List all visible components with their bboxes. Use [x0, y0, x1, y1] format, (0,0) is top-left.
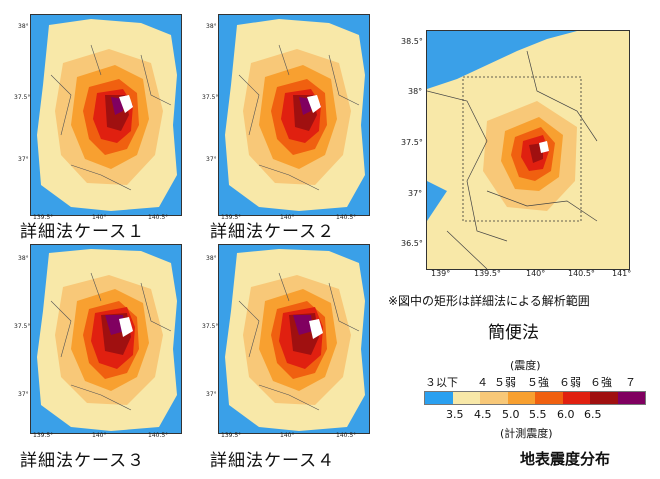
- y-tick: 37.5°: [401, 138, 423, 147]
- x-tick: 140°: [526, 269, 546, 278]
- x-tick: 139.5°: [474, 269, 501, 278]
- x-tick: 141°: [612, 269, 632, 278]
- legend-swatch-6-upper-dark: [590, 392, 618, 404]
- legend-value: 5.0: [502, 408, 520, 421]
- intensity-map-simple: [427, 31, 629, 269]
- y-tick: 37°: [18, 391, 29, 398]
- intensity-map-case-2: [219, 15, 369, 215]
- intensity-map-case-3: [31, 245, 181, 433]
- case-3-caption: 詳細法ケース３: [20, 451, 146, 471]
- legend-swatch-6-lower: [535, 392, 563, 404]
- legend-color-bar: [424, 391, 646, 405]
- legend-label: ６強: [590, 376, 612, 389]
- y-tick: 38.5°: [401, 37, 423, 46]
- legend-intensity-title: (震度): [510, 359, 541, 372]
- x-tick: 140°: [92, 432, 107, 439]
- legend-value: 4.5: [474, 408, 492, 421]
- x-tick: 140.5°: [148, 432, 169, 439]
- x-tick: 139.5°: [221, 432, 242, 439]
- y-tick: 37°: [408, 189, 423, 198]
- x-tick: 140.5°: [336, 214, 357, 221]
- legend-value: 3.5: [446, 408, 464, 421]
- detailed-map-case-3: [30, 244, 182, 434]
- intensity-map-case-4: [219, 245, 369, 433]
- x-tick: 140°: [280, 214, 295, 221]
- figure-title: 地表震度分布: [520, 450, 611, 468]
- case-2-caption: 詳細法ケース２: [210, 222, 336, 242]
- detailed-map-case-4: [218, 244, 370, 434]
- y-tick: 37.5°: [14, 323, 31, 330]
- y-tick: 38°: [18, 255, 29, 262]
- legend-label: ４: [477, 376, 488, 389]
- legend-value: 6.0: [557, 408, 575, 421]
- x-tick: 140°: [92, 214, 107, 221]
- y-tick: 37°: [206, 156, 217, 163]
- y-tick: 38°: [206, 255, 217, 262]
- x-tick: 140°: [280, 432, 295, 439]
- y-tick: 38°: [206, 23, 217, 30]
- x-tick: 139.5°: [33, 214, 54, 221]
- legend-label: ５弱: [494, 376, 516, 389]
- legend-value: 5.5: [529, 408, 547, 421]
- x-tick: 140.5°: [148, 214, 169, 221]
- legend-swatch-5-upper: [507, 392, 535, 404]
- detailed-map-case-2: [218, 14, 370, 216]
- y-tick: 37°: [206, 391, 217, 398]
- case-1-caption: 詳細法ケース１: [20, 222, 146, 242]
- legend-swatch-below-4: [425, 392, 453, 404]
- analysis-range-note: ※図中の矩形は詳細法による解析範囲: [388, 294, 590, 308]
- legend-label: ６弱: [559, 376, 581, 389]
- simple-method-map: [426, 30, 630, 270]
- intensity-map-case-1: [31, 15, 181, 215]
- y-tick: 37.5°: [14, 94, 31, 101]
- legend-label: ５強: [527, 376, 549, 389]
- simple-method-title: 簡便法: [488, 323, 539, 343]
- legend-measured-intensity-title: (計測震度): [500, 427, 553, 440]
- y-tick: 37.5°: [202, 323, 219, 330]
- y-tick: 38°: [408, 87, 423, 96]
- y-tick: 36.5°: [401, 239, 423, 248]
- legend-label: ３以下: [425, 376, 458, 389]
- legend-value: 6.5: [584, 408, 602, 421]
- x-tick: 139.5°: [221, 214, 242, 221]
- case-4-caption: 詳細法ケース４: [210, 451, 336, 471]
- legend-swatch-7: [617, 392, 645, 404]
- legend-label: ７: [625, 376, 636, 389]
- y-tick: 37.5°: [202, 94, 219, 101]
- detailed-map-case-1: [30, 14, 182, 216]
- x-tick: 139.5°: [33, 432, 54, 439]
- x-tick: 139°: [431, 269, 451, 278]
- y-tick: 38°: [18, 23, 29, 30]
- legend-swatch-5-lower: [480, 392, 508, 404]
- x-tick: 140.5°: [568, 269, 595, 278]
- legend-swatch-6-upper: [562, 392, 590, 404]
- y-tick: 37°: [18, 156, 29, 163]
- x-tick: 140.5°: [336, 432, 357, 439]
- legend-swatch-4: [452, 392, 480, 404]
